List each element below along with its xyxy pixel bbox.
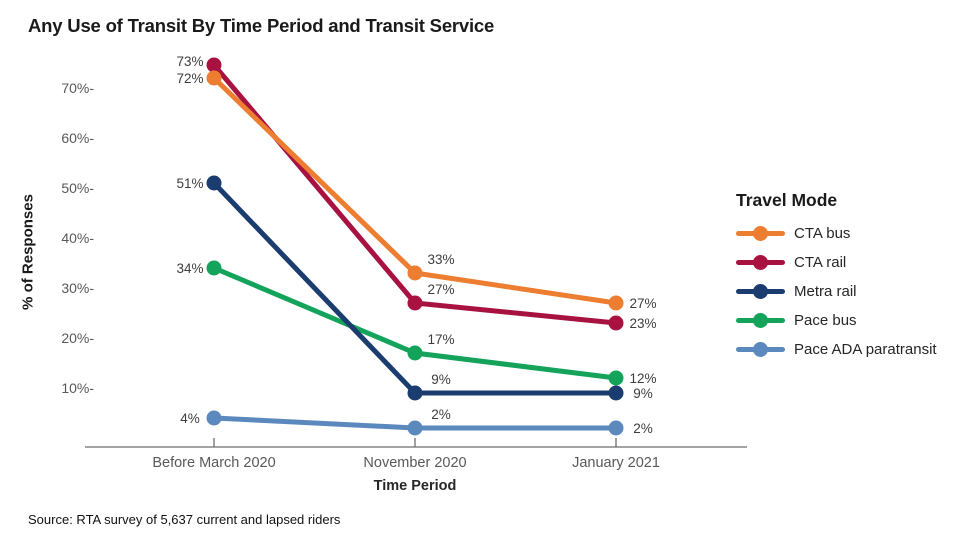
legend-dot-icon bbox=[753, 342, 768, 357]
legend-item-cta-bus: CTA bus bbox=[736, 224, 937, 243]
legend-item-pace-ada-paratransit: Pace ADA paratransit bbox=[736, 340, 937, 359]
legend-item-metra-rail: Metra rail bbox=[736, 282, 937, 301]
y-axis-tick-label: 40%- bbox=[61, 230, 94, 246]
value-label-cta-rail: 27% bbox=[427, 282, 454, 297]
data-point-cta-bus bbox=[407, 265, 423, 281]
y-axis-tick-label: 20%- bbox=[61, 330, 94, 346]
value-label-cta-bus: 27% bbox=[629, 296, 656, 311]
chart-title: Any Use of Transit By Time Period and Tr… bbox=[28, 15, 495, 36]
x-axis-tick-label-january-2021: January 2021 bbox=[572, 455, 660, 471]
value-label-metra-rail: 9% bbox=[431, 372, 451, 387]
value-label-cta-rail: 73% bbox=[176, 54, 203, 69]
legend-item-label: CTA rail bbox=[794, 254, 847, 271]
legend-dot-icon bbox=[753, 313, 768, 328]
data-point-pace-ada-paratransit bbox=[206, 410, 222, 426]
data-point-cta-rail bbox=[608, 315, 624, 331]
data-point-pace-bus bbox=[608, 370, 624, 386]
value-label-cta-rail: 23% bbox=[629, 316, 656, 331]
value-label-pace-bus: 12% bbox=[629, 371, 656, 386]
legend-marker-icon bbox=[736, 224, 785, 243]
legend-marker-icon bbox=[736, 340, 785, 359]
data-point-metra-rail bbox=[407, 385, 423, 401]
legend-dot-icon bbox=[753, 226, 768, 241]
value-label-pace-bus: 34% bbox=[176, 261, 203, 276]
x-axis-tick-label-before-march-2020: Before March 2020 bbox=[152, 455, 275, 471]
y-axis-tick-label: 30%- bbox=[61, 280, 94, 296]
value-label-metra-rail: 51% bbox=[176, 176, 203, 191]
y-axis-title: % of Responses bbox=[19, 194, 37, 310]
legend-item-label: Metra rail bbox=[794, 283, 857, 300]
legend-title: Travel Mode bbox=[736, 190, 838, 210]
value-label-cta-bus: 33% bbox=[427, 252, 454, 267]
series-line-cta-rail bbox=[212, 63, 617, 326]
legend-item-pace-bus: Pace bus bbox=[736, 311, 937, 330]
legend: Travel Mode CTA bus CTA rail Metra rail Pac… bbox=[736, 190, 937, 359]
legend-dot-icon bbox=[753, 255, 768, 270]
data-point-pace-bus bbox=[407, 345, 423, 361]
series-line-pace-bus bbox=[213, 265, 617, 381]
data-point-cta-rail bbox=[206, 57, 222, 73]
data-point-metra-rail bbox=[608, 385, 624, 401]
value-label-metra-rail: 9% bbox=[633, 386, 653, 401]
legend-item-label: Pace ADA paratransit bbox=[794, 341, 937, 358]
legend-items: CTA bus CTA rail Metra rail Pace bus Pace AD… bbox=[736, 224, 937, 359]
value-label-cta-bus: 72% bbox=[176, 71, 203, 86]
legend-item-cta-rail: CTA rail bbox=[736, 253, 937, 272]
data-point-pace-bus bbox=[206, 260, 222, 276]
x-axis-tick-label-november-2020: November 2020 bbox=[363, 455, 466, 471]
data-point-cta-rail bbox=[407, 295, 423, 311]
y-axis-tick-label: 60%- bbox=[61, 130, 94, 146]
value-label-pace-ada-paratransit: 2% bbox=[431, 407, 451, 422]
data-point-metra-rail bbox=[206, 175, 222, 191]
value-label-pace-bus: 17% bbox=[427, 332, 454, 347]
y-axis-tick-label: 50%- bbox=[61, 180, 94, 196]
data-point-cta-bus bbox=[206, 70, 222, 86]
y-axis-tick-label: 10%- bbox=[61, 380, 94, 396]
legend-item-label: CTA bus bbox=[794, 225, 851, 242]
source-note: Source: RTA survey of 5,637 current and … bbox=[28, 512, 341, 527]
legend-marker-icon bbox=[736, 282, 785, 301]
data-point-cta-bus bbox=[608, 295, 624, 311]
series-line-metra-rail bbox=[212, 181, 616, 396]
y-axis-tick-label: 70%- bbox=[61, 80, 94, 96]
legend-marker-icon bbox=[736, 311, 785, 330]
value-label-pace-ada-paratransit: 2% bbox=[633, 421, 653, 436]
value-label-pace-ada-paratransit: 4% bbox=[180, 411, 200, 426]
data-point-pace-ada-paratransit bbox=[407, 420, 423, 436]
legend-item-label: Pace bus bbox=[794, 312, 857, 329]
data-point-pace-ada-paratransit bbox=[608, 420, 624, 436]
x-axis-title: Time Period bbox=[373, 478, 457, 494]
legend-marker-icon bbox=[736, 253, 785, 272]
legend-dot-icon bbox=[753, 284, 768, 299]
